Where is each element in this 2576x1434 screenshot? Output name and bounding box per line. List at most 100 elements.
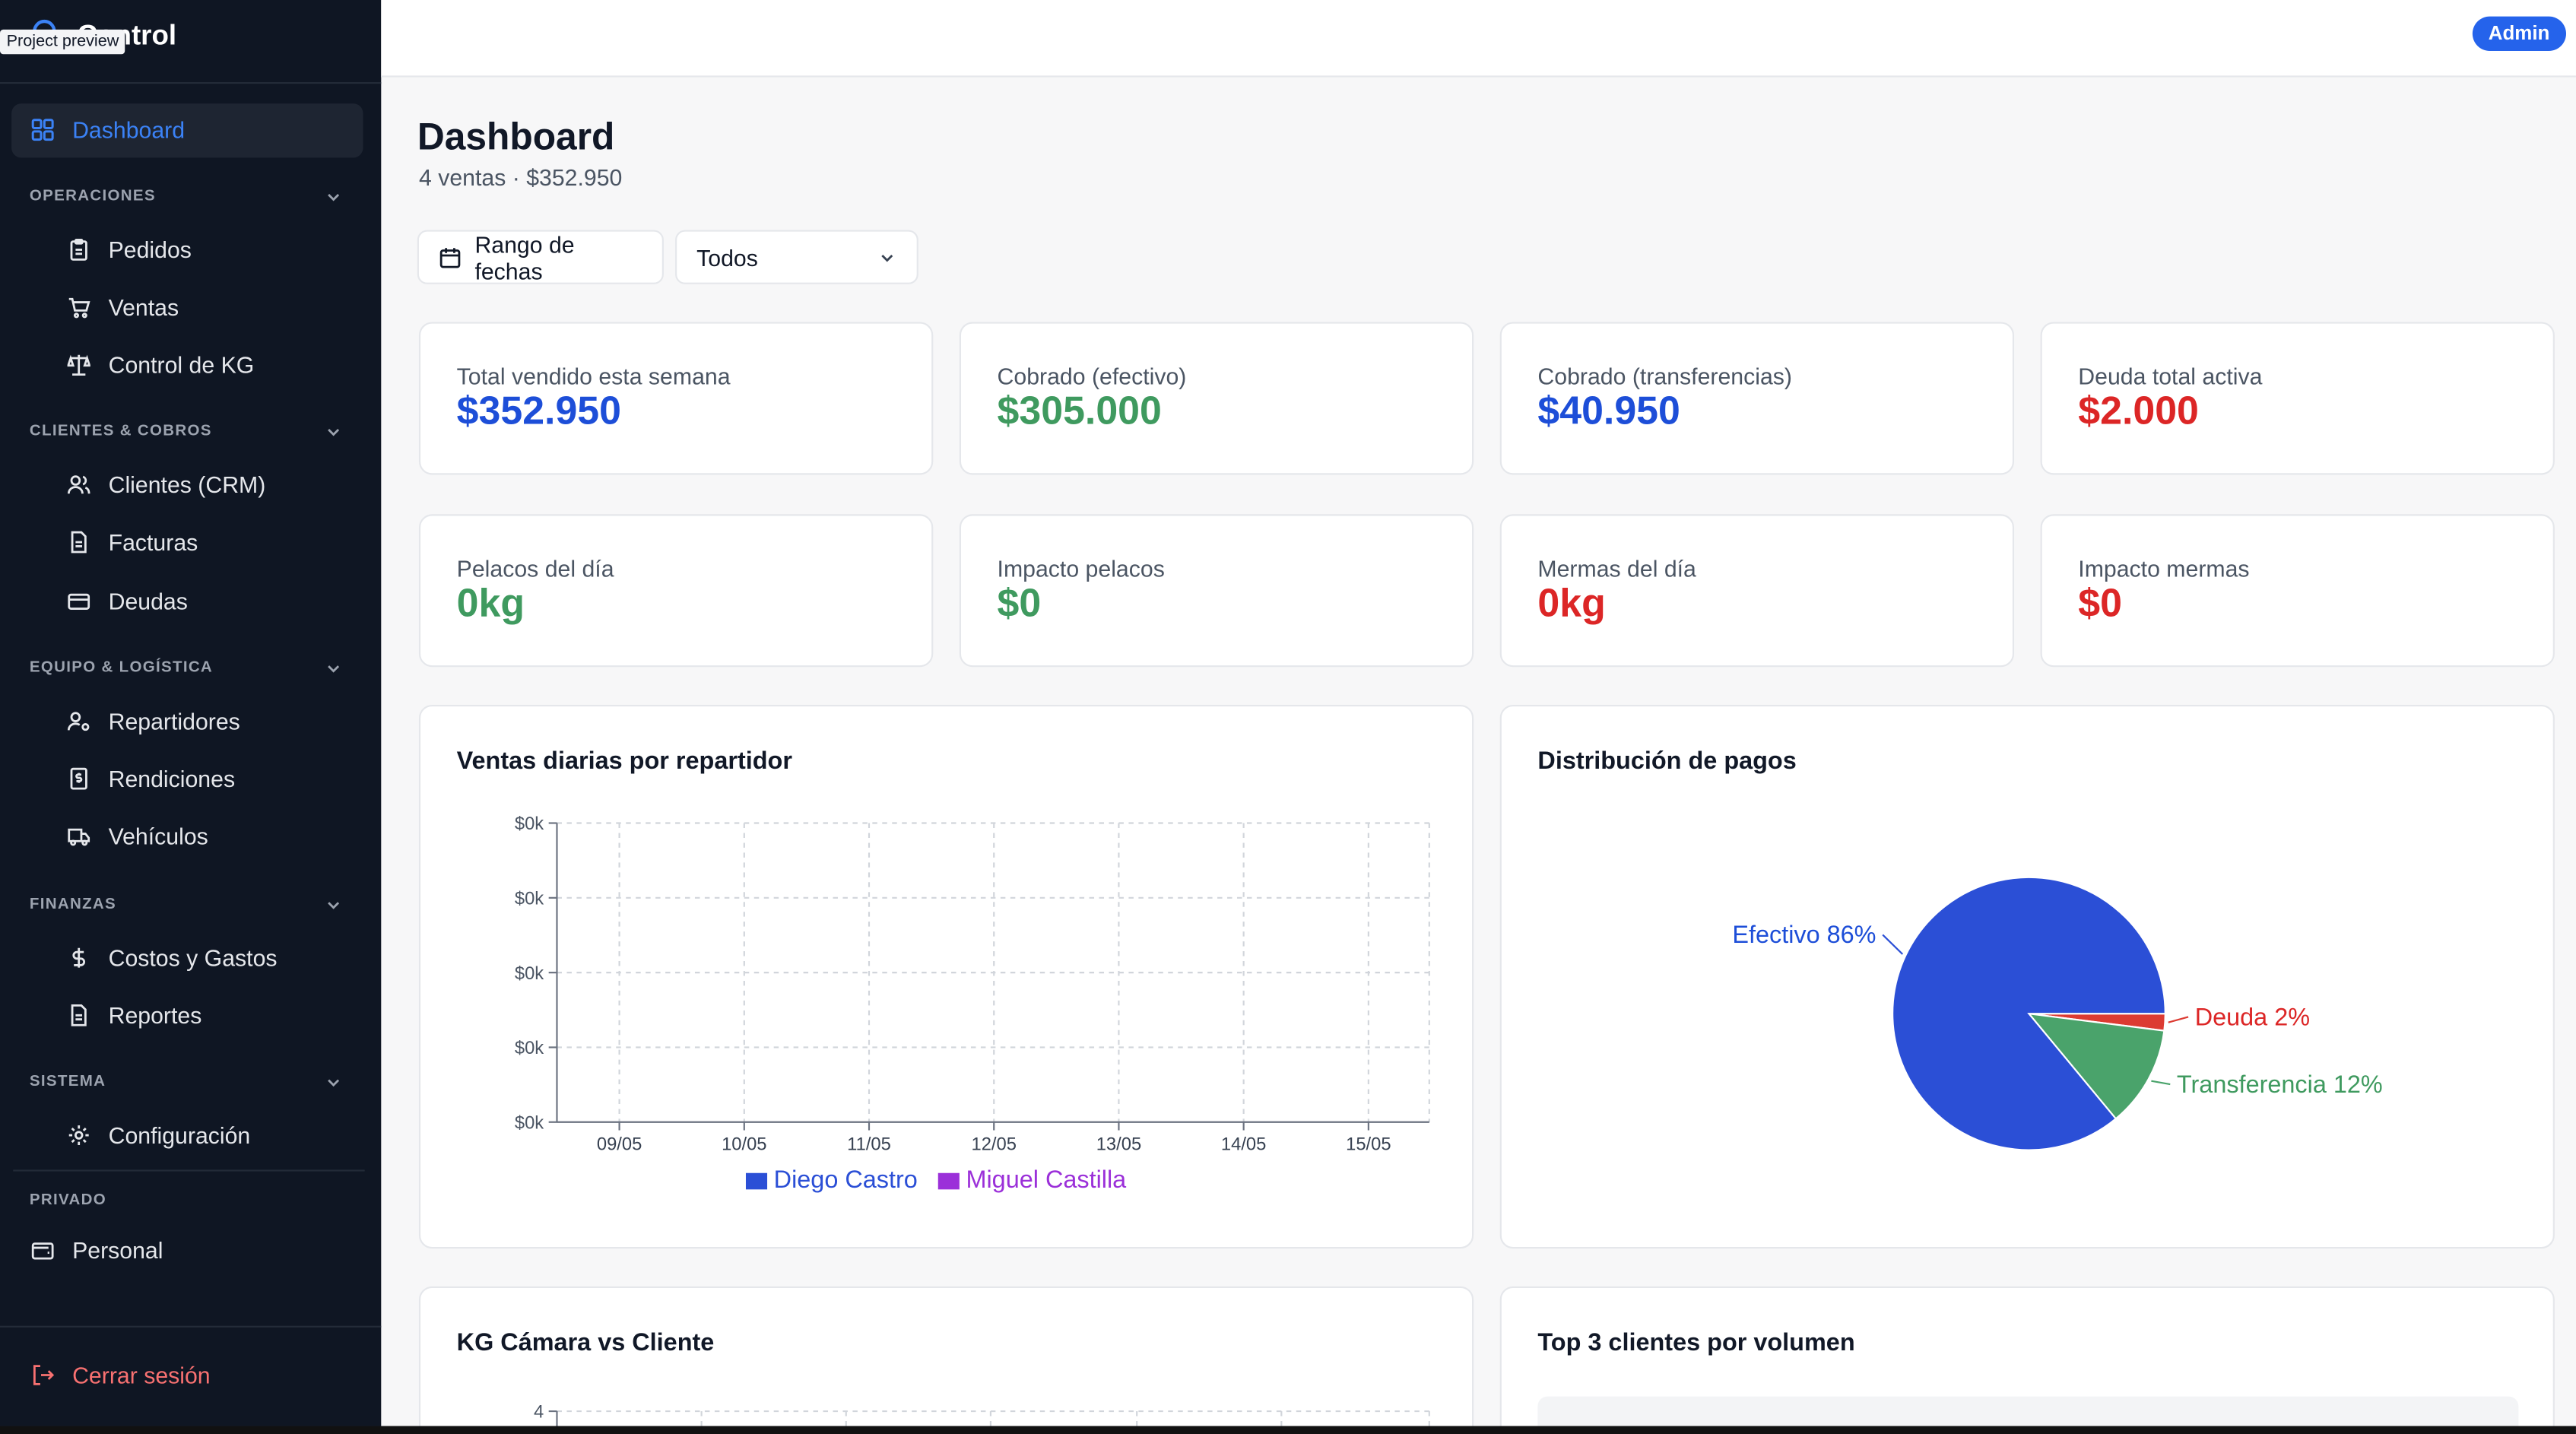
chevron-down-icon[interactable] xyxy=(325,189,342,205)
divider xyxy=(0,1325,382,1328)
role-badge[interactable]: Admin xyxy=(2472,16,2567,51)
y-tick-label: 4 xyxy=(534,1402,544,1423)
user-cog-icon xyxy=(65,708,92,734)
sidebar-item-control-kg[interactable]: Control de KG xyxy=(65,345,254,385)
card-title: Ventas diarias por repartidor xyxy=(456,747,792,776)
kpi-card: Mermas del día 0kg xyxy=(1499,514,2015,668)
sidebar-item-pedidos[interactable]: Pedidos xyxy=(65,230,192,269)
x-tick-label: 09/05 xyxy=(597,1134,642,1154)
logout-button[interactable]: Cerrar sesión xyxy=(30,1356,211,1395)
kg-camara-chart: 4 xyxy=(534,1402,1430,1434)
file-text-icon xyxy=(65,529,92,556)
kpi-label: Deuda total activa xyxy=(2078,363,2263,390)
file-text-icon xyxy=(65,1002,92,1029)
page-subtitle: 4 ventas · $352.950 xyxy=(418,164,623,191)
scale-icon xyxy=(65,351,92,378)
sidebar-item-costos[interactable]: Costos y Gastos xyxy=(65,938,278,978)
pie-label: Transferencia 12% xyxy=(2177,1071,2383,1098)
clipboard-icon xyxy=(65,236,92,263)
sidebar-item-facturas[interactable]: Facturas xyxy=(65,522,198,562)
pie-label: Deuda 2% xyxy=(2195,1003,2310,1030)
ventas-diarias-card: Ventas diarias por repartidor $0k $0k $0k $… xyxy=(418,704,1474,1249)
chevron-down-icon[interactable] xyxy=(325,1074,342,1091)
x-tick-label: 10/05 xyxy=(722,1134,766,1154)
y-tick-label: $0k xyxy=(515,1038,544,1058)
kpi-card: Pelacos del día 0kg xyxy=(418,514,934,668)
pie-label-line xyxy=(2168,1016,2189,1023)
x-tick-label: 15/05 xyxy=(1346,1134,1391,1154)
kpi-label: Cobrado (efectivo) xyxy=(997,363,1187,390)
filter-select-value: Todos xyxy=(696,243,758,271)
wallet-icon xyxy=(30,1237,56,1264)
sidebar-item-label: Reportes xyxy=(108,1002,202,1029)
sidebar-item-rendiciones[interactable]: Rendiciones xyxy=(65,759,235,798)
divider xyxy=(13,1169,365,1172)
sidebar-item-vehiculos[interactable]: Vehículos xyxy=(65,817,208,856)
sidebar-item-dashboard[interactable]: Dashboard xyxy=(30,110,185,150)
kpi-value: 0kg xyxy=(456,581,525,627)
kpi-label: Total vendido esta semana xyxy=(456,363,731,390)
sidebar-item-label: Vehículos xyxy=(108,823,208,850)
x-tick-label: 12/05 xyxy=(972,1134,1017,1154)
pie-slice xyxy=(2026,1012,2165,1120)
section-sistema[interactable]: SISTEMA xyxy=(29,1072,106,1091)
top-clientes-card: Top 3 clientes por volumen xyxy=(1499,1286,2555,1434)
section-clientes[interactable]: CLIENTES & COBROS xyxy=(29,422,212,441)
truck-icon xyxy=(65,823,92,850)
sidebar-item-personal[interactable]: Personal xyxy=(30,1230,163,1270)
section-operaciones[interactable]: OPERACIONES xyxy=(29,187,156,206)
kpi-label: Cobrado (transferencias) xyxy=(1537,363,1793,390)
sidebar-item-deudas[interactable]: Deudas xyxy=(65,582,188,621)
distribucion-pagos-chart: Deuda 2% Transferencia 12% Efectivo 86% xyxy=(1732,876,2383,1151)
kpi-label: Impacto mermas xyxy=(2078,555,2250,582)
sidebar-item-label: Pedidos xyxy=(108,236,192,263)
kpi-card: Impacto pelacos $0 xyxy=(959,514,1474,668)
sidebar-item-configuracion[interactable]: Configuración xyxy=(65,1115,250,1155)
legend-swatch xyxy=(745,1172,768,1190)
kpi-card: Deuda total activa $2.000 xyxy=(2040,322,2555,475)
chevron-down-icon[interactable] xyxy=(325,424,342,440)
y-tick-label: $0k xyxy=(515,814,544,834)
sidebar-item-label: Configuración xyxy=(108,1122,251,1149)
legend-label: Diego Castro xyxy=(774,1166,918,1193)
cart-icon xyxy=(65,294,92,321)
legend-label: Miguel Castilla xyxy=(966,1166,1127,1193)
pie-label-line xyxy=(1882,934,1904,955)
chevron-down-icon[interactable] xyxy=(325,897,342,914)
sidebar-item-label: Personal xyxy=(72,1237,163,1264)
sidebar-item-reportes[interactable]: Reportes xyxy=(65,995,201,1035)
filter-select[interactable]: Todos xyxy=(675,230,918,284)
pie-slice xyxy=(1892,876,2166,1151)
card-title: Distribución de pagos xyxy=(1537,747,1797,776)
grid-icon xyxy=(30,116,56,143)
sidebar-item-label: Ventas xyxy=(108,293,179,321)
sidebar-item-label: Clientes (CRM) xyxy=(108,471,266,498)
pie-label: Efectivo 86% xyxy=(1732,921,1876,948)
kpi-label: Pelacos del día xyxy=(456,555,614,582)
date-range-label: Rango de fechas xyxy=(474,230,575,284)
section-finanzas[interactable]: FINANZAS xyxy=(29,895,117,914)
kpi-value: 0kg xyxy=(1537,581,1606,627)
date-range-button[interactable]: Rango de fechas xyxy=(417,230,664,284)
kpi-value: $0 xyxy=(2078,581,2122,627)
y-tick-label: $0k xyxy=(515,888,544,909)
section-equipo[interactable]: EQUIPO & LOGÍSTICA xyxy=(29,658,214,677)
x-tick-label: 13/05 xyxy=(1096,1134,1141,1154)
kpi-value: $352.950 xyxy=(456,389,621,434)
sidebar-item-clientes-crm[interactable]: Clientes (CRM) xyxy=(65,465,265,504)
x-tick-label: 11/05 xyxy=(847,1134,891,1154)
chevron-down-icon[interactable] xyxy=(325,661,342,677)
sidebar-item-ventas[interactable]: Ventas xyxy=(65,287,179,327)
receipt-icon xyxy=(65,766,92,792)
sidebar-item-repartidores[interactable]: Repartidores xyxy=(65,702,240,741)
sidebar-item-label: Control de KG xyxy=(108,351,255,378)
sidebar: Control Project preview Dashboard OPERAC… xyxy=(0,0,382,1426)
kpi-value: $40.950 xyxy=(1537,389,1680,434)
kpi-label: Mermas del día xyxy=(1537,555,1696,582)
window-bottom-edge xyxy=(0,1426,2576,1434)
ventas-diarias-chart: $0k $0k $0k $0k $0k 09/05 10/05 11/05 12/05 13/05… xyxy=(515,814,1430,1193)
credit-card-icon xyxy=(65,589,92,615)
dollar-icon xyxy=(65,944,92,971)
x-tick-label: 14/05 xyxy=(1221,1134,1266,1154)
